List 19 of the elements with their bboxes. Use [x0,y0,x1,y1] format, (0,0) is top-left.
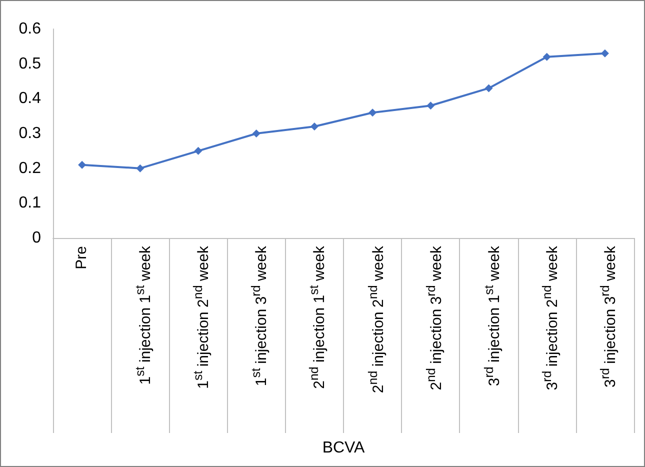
point [368,108,377,117]
x-axis-title: BCVA [322,440,366,456]
y-tick-label: 0 [32,230,42,246]
point [542,52,551,61]
x-tick-label: Pre [73,246,92,270]
y-tick-label: 0.6 [18,20,42,38]
point [600,49,609,58]
point [78,160,86,169]
y-tick-label: 0.3 [18,125,42,142]
point [252,130,260,138]
point [310,122,318,131]
point [484,84,493,92]
point [194,146,202,155]
point [136,164,144,172]
y-tick-label: 0.2 [18,160,42,177]
point [426,102,435,110]
y-tick-label: 0.1 [18,194,42,212]
y-tick-label: 0.5 [18,55,42,72]
y-tick-label: 0.4 [18,90,42,108]
